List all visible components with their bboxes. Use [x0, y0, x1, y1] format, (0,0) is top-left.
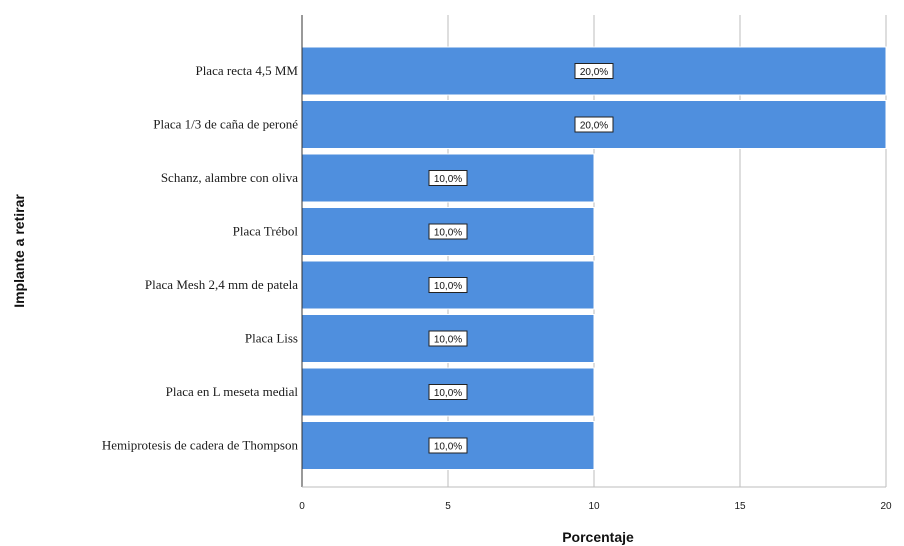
x-tick-label: 10 [588, 501, 600, 512]
category-label: Placa Liss [245, 331, 298, 346]
data-labels: 20,0% 20,0% 10,0% 10,0% 10,0% 10,0% 10,0% 10,0% [428, 63, 614, 454]
x-tick-labels: 0 5 10 15 20 [299, 501, 892, 512]
data-label: 10,0% [434, 174, 462, 185]
data-label: 10,0% [434, 335, 462, 346]
data-label-box [428, 223, 468, 240]
x-tick-label: 0 [299, 501, 305, 512]
category-label: Schanz, alambre con oliva [161, 170, 298, 185]
category-label: Hemiprotesis de cadera de Thompson [102, 438, 299, 453]
x-tick-label: 15 [734, 501, 746, 512]
category-label: Placa Trébol [233, 224, 299, 239]
data-label-box [574, 116, 614, 133]
axes [301, 15, 886, 488]
y-axis-title: Implante a retirar [11, 194, 27, 308]
data-label-box [428, 384, 468, 400]
category-label: Placa recta 4,5 MM [195, 63, 298, 78]
category-labels: Placa recta 4,5 MM Placa 1/3 de caña de p… [102, 63, 299, 453]
data-label-box [428, 437, 468, 454]
x-tick-label: 5 [445, 501, 451, 512]
data-label-box [428, 277, 468, 293]
category-label: Placa 1/3 de caña de peroné [153, 117, 298, 132]
data-label: 10,0% [434, 442, 462, 453]
category-label: Placa en L meseta medial [166, 384, 299, 399]
data-label: 10,0% [434, 228, 462, 239]
data-label-box [574, 63, 614, 79]
data-label: 10,0% [434, 281, 462, 292]
data-label: 20,0% [580, 121, 608, 132]
category-label: Placa Mesh 2,4 mm de patela [145, 277, 298, 292]
data-label-box [428, 330, 468, 347]
data-label: 10,0% [434, 388, 462, 399]
x-tick-label: 20 [880, 501, 892, 512]
data-label: 20,0% [580, 67, 608, 78]
x-axis-title: Porcentaje [562, 529, 634, 545]
data-label-box [428, 170, 468, 186]
